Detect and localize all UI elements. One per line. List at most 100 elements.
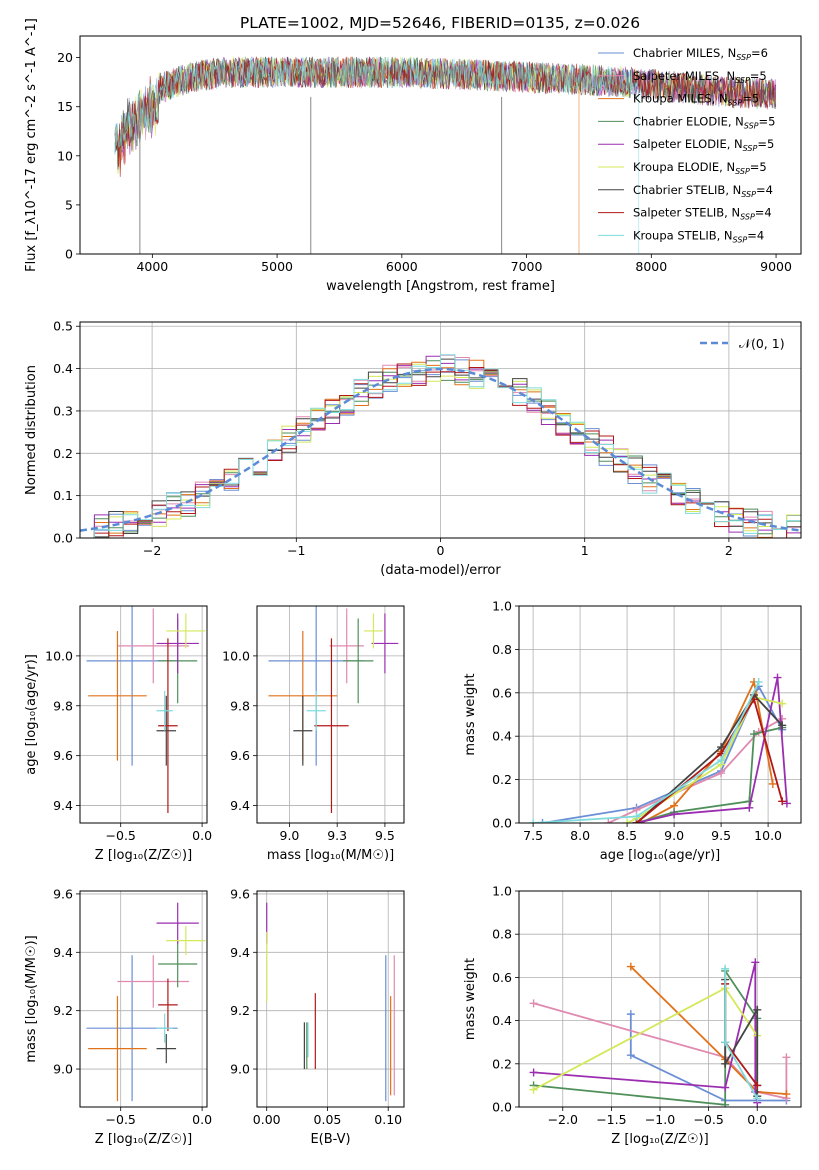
- spectrum-panel: 4000 5000 6000 7000 8000 9000 0 5 10 15 20 waveleng…: [24, 18, 802, 294]
- data-point-marker: [717, 756, 726, 765]
- x-tick-label: 5000: [261, 259, 293, 274]
- data-point-marker: [717, 769, 726, 778]
- legend-label-text: Kroupa MILES, N: [633, 92, 728, 106]
- x-tick-label: 7000: [511, 259, 543, 274]
- y-tick-label: 1.0: [492, 599, 512, 614]
- age-vs-Z-panel: −0.5 0.0 9.4 9.6 9.8 10.0 Z [log₁₀(Z/Z☉)] age […: [24, 605, 212, 863]
- data-point-marker: [753, 1094, 762, 1103]
- legend-label-tail: =5: [742, 92, 759, 106]
- data-point-marker: [623, 819, 632, 823]
- axes-frame: [256, 605, 405, 824]
- legend-label: Salpeter STELIB, NSSP=4: [633, 206, 772, 222]
- x-tick-label: 1: [581, 543, 589, 558]
- data-point-marker: [670, 810, 679, 819]
- mass-weight-vs-Z-panel: −2.0 −1.5 −1.0 −0.5 0.0 0.0 0.2 0.4 0.6 0.8 1.0 Z […: [463, 884, 802, 1147]
- y-tick-label: 15: [57, 99, 73, 114]
- residuals-plot-area: [80, 322, 801, 538]
- y-axis-label: Normed distribution: [24, 365, 39, 495]
- model-spectrum-line: [114, 56, 777, 174]
- x-tick-label: 4000: [136, 259, 168, 274]
- y-tick-label: 9.4: [230, 798, 250, 813]
- x-tick-label: −0.5: [106, 828, 136, 843]
- axes-frame: [79, 321, 802, 539]
- x-tick-label: 8.5: [617, 828, 637, 843]
- y-tick-label: 0.5: [53, 319, 73, 334]
- y-tick-label: 10.0: [45, 648, 73, 663]
- y-tick-label: 9.6: [53, 886, 73, 901]
- legend-label-text: Salpeter ELODIE, N: [633, 137, 743, 151]
- x-tick-label: −1: [287, 543, 305, 558]
- figure-title: PLATE=1002, MJD=52646, FIBERID=0135, z=0…: [240, 14, 640, 32]
- x-axis-label: age [log₁₀(age/yr)]: [600, 848, 721, 863]
- axes-frame: [79, 605, 208, 824]
- data-point-marker: [753, 1005, 762, 1014]
- mass-weight-vs-age-plot-area: [519, 606, 801, 823]
- legend-label-tail: =5: [750, 160, 767, 174]
- y-tick-label: 9.4: [230, 945, 250, 960]
- y-tick-label: 9.6: [53, 748, 73, 763]
- y-tick-label: 10.0: [222, 648, 250, 663]
- y-tick-label: 5: [65, 197, 73, 212]
- data-point-marker: [750, 730, 758, 739]
- legend-label-text: Salpeter STELIB, N: [633, 206, 740, 220]
- data-point-marker: [782, 1053, 791, 1062]
- x-tick-label: 9.5: [375, 828, 395, 843]
- model-spectrum-line: [114, 56, 640, 254]
- legend-label-subscript: SSP: [733, 235, 748, 244]
- y-tick-label: 0.4: [492, 729, 512, 744]
- data-point-marker: [721, 1038, 730, 1047]
- legend-label: 𝒩(0, 1): [739, 336, 785, 351]
- x-tick-label: −2: [143, 543, 161, 558]
- data-point-marker: [768, 779, 777, 788]
- axes-frame: [518, 890, 802, 1108]
- axes-frame: [256, 890, 405, 1108]
- y-tick-label: 0.0: [492, 816, 512, 831]
- data-point-marker: [626, 1051, 635, 1060]
- legend-label-text: Chabrier ELODIE, N: [633, 114, 744, 128]
- data-point-marker: [754, 677, 763, 686]
- data-point-marker: [721, 1059, 730, 1068]
- data-point-marker: [773, 673, 782, 682]
- legend-label-tail: =4: [755, 206, 772, 220]
- x-tick-label: −2.0: [548, 1112, 578, 1127]
- x-tick-label: −0.5: [106, 1112, 136, 1127]
- data-point-marker: [782, 799, 791, 808]
- data-point-marker: [529, 1085, 538, 1094]
- age-vs-mass-plot-area: [257, 606, 404, 823]
- data-point-marker: [721, 964, 730, 973]
- y-tick-label: 9.0: [53, 1062, 73, 1077]
- residual-histogram-step: [80, 360, 801, 538]
- legend-label-subscript: SSP: [728, 99, 743, 108]
- x-tick-label: 2: [725, 543, 733, 558]
- mass-vs-Z-plot-area: [80, 891, 207, 1107]
- residual-histogram-step: [80, 354, 801, 538]
- y-tick-label: 10: [57, 148, 73, 163]
- data-point-marker: [721, 1083, 730, 1092]
- y-tick-label: 9.6: [230, 886, 250, 901]
- y-tick-label: 0.2: [492, 1056, 512, 1071]
- legend-label-tail: =6: [751, 46, 768, 60]
- axes-frame: [79, 890, 208, 1108]
- residual-histogram-step: [80, 363, 801, 538]
- legend-label: Salpeter MILES, NSSP=5: [633, 69, 767, 85]
- axes-frame: [79, 35, 802, 255]
- y-tick-label: 0.4: [53, 361, 73, 376]
- y-tick-label: 9.6: [230, 748, 250, 763]
- x-tick-label: 0: [437, 543, 445, 558]
- x-tick-label: 9.0: [280, 828, 300, 843]
- legend-label-subscript: SSP: [741, 190, 756, 199]
- x-tick-label: 0.05: [314, 1112, 342, 1127]
- y-axis-label: age [log₁₀(age/yr)]: [24, 654, 39, 775]
- data-point-marker: [626, 1010, 635, 1019]
- y-tick-label: 1.0: [492, 884, 512, 899]
- y-tick-label: 0.0: [492, 1100, 512, 1115]
- y-tick-label: 0.3: [53, 403, 73, 418]
- y-tick-label: 20: [57, 50, 73, 65]
- y-tick-label: 9.2: [230, 1003, 250, 1018]
- data-point-marker: [721, 1100, 730, 1107]
- x-tick-label: 9.3: [327, 828, 347, 843]
- x-tick-label: 10.0: [754, 828, 782, 843]
- legend-label: Chabrier MILES, NSSP=6: [633, 46, 768, 62]
